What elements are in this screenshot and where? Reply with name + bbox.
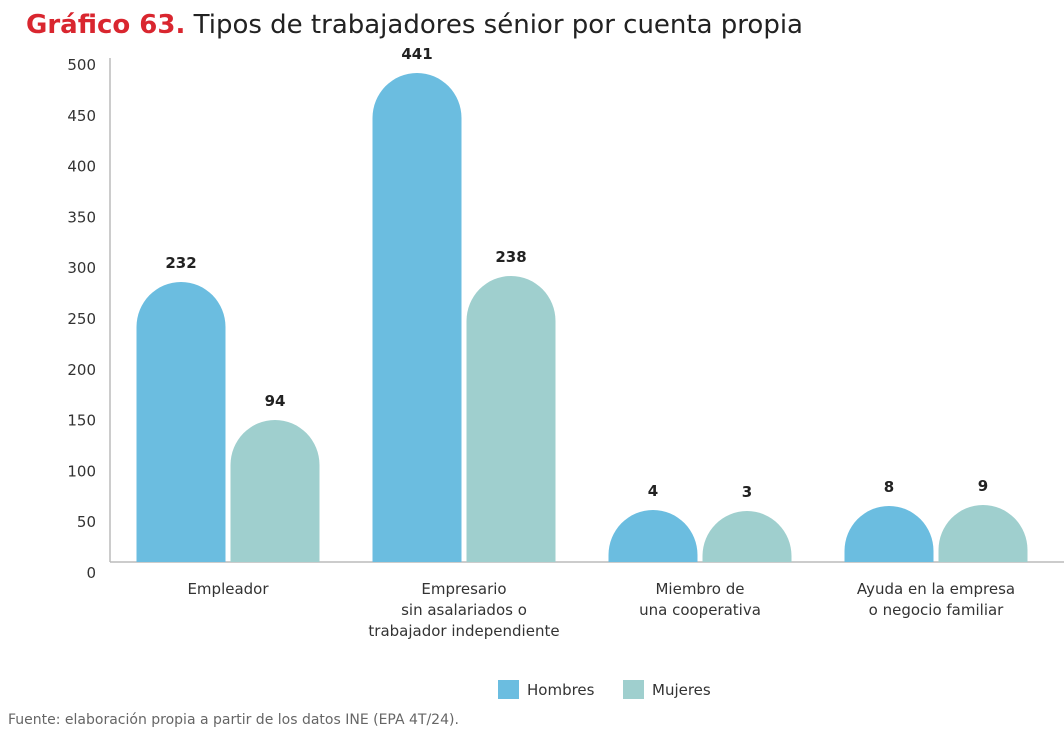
data-label: 9 <box>978 477 988 495</box>
bar-chart: 05010015020025030035040045050023294Emple… <box>67 45 1064 699</box>
x-category-label: una cooperativa <box>639 601 761 619</box>
data-label: 232 <box>165 254 196 272</box>
x-category-label: trabajador independiente <box>368 622 559 640</box>
data-label: 3 <box>742 483 752 501</box>
x-category-label: Empresario <box>421 580 506 598</box>
data-label: 441 <box>401 45 432 63</box>
data-label: 8 <box>884 478 894 496</box>
x-category-label: Miembro de <box>655 580 744 598</box>
chart-title: Gráfico 63. Tipos de trabajadores sénior… <box>26 10 803 40</box>
bar-mujeres <box>938 505 1028 562</box>
x-category-label: o negocio familiar <box>869 601 1005 619</box>
source-note: Fuente: elaboración propia a partir de l… <box>8 712 459 728</box>
chart-title-text: Tipos de trabajadores sénior por cuenta … <box>193 10 803 40</box>
x-category-label: sin asalariados o <box>401 601 527 619</box>
y-tick-label: 300 <box>67 259 96 277</box>
data-label: 238 <box>495 248 526 266</box>
y-tick-label: 100 <box>67 462 96 480</box>
legend-swatch-hombres <box>498 680 519 699</box>
legend-label-hombres: Hombres <box>527 681 595 699</box>
y-tick-label: 200 <box>67 361 96 379</box>
bar-hombres <box>136 282 226 562</box>
legend-label-mujeres: Mujeres <box>652 681 711 699</box>
y-tick-label: 400 <box>67 158 96 176</box>
bar-mujeres <box>466 276 556 562</box>
y-tick-label: 0 <box>86 564 96 582</box>
bar-hombres <box>608 510 698 562</box>
bar-hombres <box>372 73 462 562</box>
x-category-label: Empleador <box>187 580 269 598</box>
y-tick-label: 50 <box>77 513 96 531</box>
y-tick-label: 500 <box>67 56 96 74</box>
y-tick-label: 250 <box>67 310 96 328</box>
data-label: 94 <box>265 392 286 410</box>
legend-swatch-mujeres <box>623 680 644 699</box>
bar-mujeres <box>230 420 320 562</box>
data-label: 4 <box>648 482 658 500</box>
x-category-label: Ayuda en la empresa <box>857 580 1015 598</box>
y-tick-label: 350 <box>67 208 96 226</box>
y-tick-label: 450 <box>67 107 96 125</box>
y-tick-label: 150 <box>67 412 96 430</box>
bar-hombres <box>844 506 934 562</box>
bar-mujeres <box>702 511 792 562</box>
chart-title-number: Gráfico 63. <box>26 10 186 40</box>
